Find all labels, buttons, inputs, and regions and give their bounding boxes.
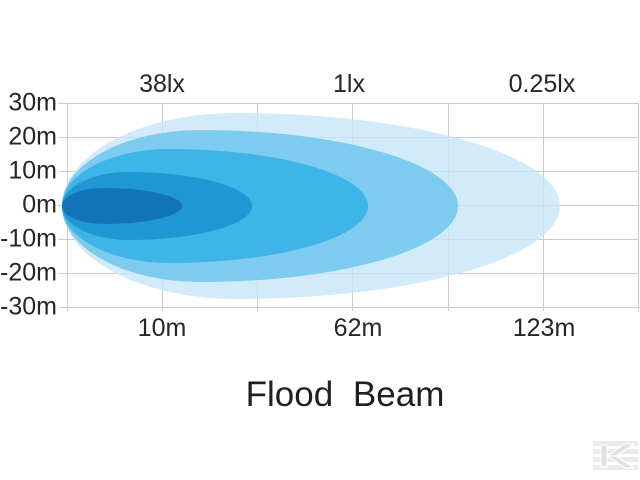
y-tick-label: 10m [8,156,57,185]
chart-title: Flood Beam [245,375,445,414]
x-tick-label: 10m [137,314,187,342]
grid-hline [58,307,638,308]
grid-vline [638,103,639,311]
y-tick-label: -10m [0,224,57,253]
x-tick-label: 123m [512,314,576,342]
lux-tick-label: 38lx [139,70,185,98]
grid-hline [58,103,638,104]
lux-tick-label: 1lx [333,70,365,98]
beam-band-38lx [62,188,182,224]
y-tick-label: -30m [0,292,57,321]
logo-k-arrow [600,443,636,469]
y-tick-label: 0m [22,190,57,219]
x-tick-label: 62m [333,314,383,342]
y-tick-label: -20m [0,258,57,287]
lux-tick-label: 0.25lx [508,70,576,98]
y-tick-label: 20m [8,122,57,151]
kramp-logo [593,441,638,470]
y-tick-label: 30m [8,88,57,117]
